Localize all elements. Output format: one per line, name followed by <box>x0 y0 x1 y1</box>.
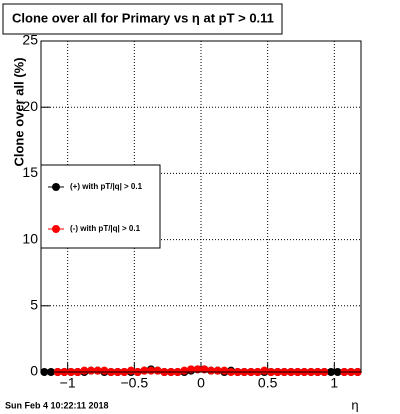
data-point <box>93 366 102 375</box>
data-point <box>80 366 89 375</box>
data-point <box>127 366 135 375</box>
title-box <box>2 3 283 35</box>
data-point <box>100 366 109 375</box>
legend-marker <box>52 225 60 233</box>
y-tick-label: 5 <box>30 297 38 313</box>
y-axis-label: Clone over all (%) <box>11 57 26 166</box>
data-point <box>260 366 269 375</box>
legend: (+) with pT/|q| > 0.1 (-) with pT/|q| > 0… <box>40 164 161 249</box>
legend-label: (+) with pT/|q| > 0.1 <box>70 182 143 191</box>
data-point <box>87 366 95 375</box>
data-point <box>193 365 202 374</box>
x-tick-label: −0.5 <box>121 375 149 391</box>
x-axis-label: η <box>351 397 358 412</box>
y-tick-label: 15 <box>22 164 38 180</box>
y-tick-label: 25 <box>22 32 38 48</box>
data-point <box>220 366 229 375</box>
data-point <box>153 366 162 375</box>
data-point <box>200 365 209 374</box>
y-tick-label: 10 <box>22 230 38 246</box>
y-tick-label: 0 <box>30 363 38 379</box>
x-tick-label: 1 <box>330 375 338 391</box>
x-tick-label: −1 <box>60 375 76 391</box>
legend-label: (-) with pT/|q| > 0.1 <box>70 224 141 233</box>
y-tick-label: 20 <box>22 98 38 114</box>
timestamp: Sun Feb 4 10:22:11 2018 <box>5 400 109 410</box>
data-point <box>180 366 189 375</box>
data-point <box>207 366 215 375</box>
legend-marker <box>52 183 60 191</box>
x-tick-label: 0.5 <box>258 375 278 391</box>
data-point <box>147 366 155 375</box>
data-point <box>187 365 195 374</box>
data-point <box>213 366 222 375</box>
chart-title: Clone over all for Primary vs η at pT > … <box>12 10 274 25</box>
x-tick-label: 0 <box>197 375 205 391</box>
data-point <box>140 366 149 375</box>
legend-box <box>40 164 161 249</box>
